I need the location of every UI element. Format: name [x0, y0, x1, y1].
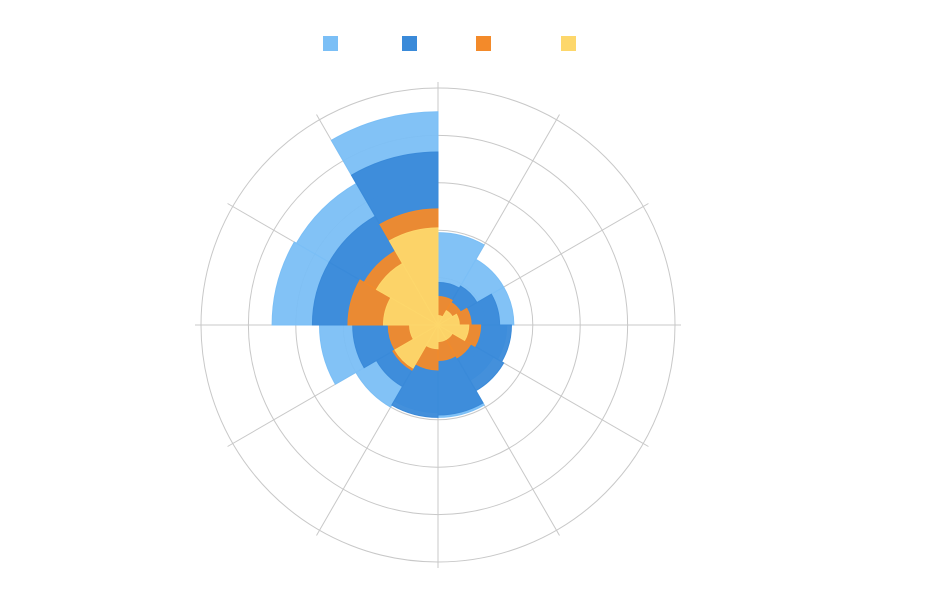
legend-item-series-2[interactable]: [402, 35, 423, 51]
legend-swatch-series-1: [323, 35, 338, 51]
series-4: [375, 227, 470, 369]
bar-series-4-sector-4[interactable]: [436, 324, 470, 342]
legend-item-series-1[interactable]: [323, 35, 344, 51]
legend: [0, 35, 900, 51]
polar-bars: [271, 111, 515, 418]
legend-swatch-series-3: [476, 35, 491, 51]
legend-item-series-4[interactable]: [561, 35, 582, 51]
legend-swatch-series-2: [402, 35, 417, 51]
bar-series-4-sector-8[interactable]: [394, 323, 440, 369]
bar-series-4-sector-12[interactable]: [388, 227, 439, 327]
legend-item-series-3[interactable]: [476, 35, 497, 51]
legend-swatch-series-4: [561, 35, 576, 51]
